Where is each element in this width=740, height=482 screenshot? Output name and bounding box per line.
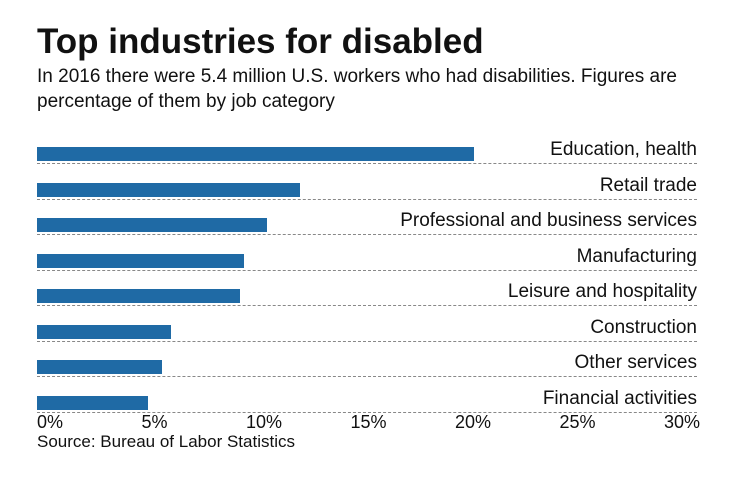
bar-row: Construction	[37, 317, 697, 361]
source-note: Source: Bureau of Labor Statistics	[37, 432, 295, 451]
bar	[37, 324, 171, 339]
dotted-guide	[37, 340, 697, 342]
dotted-guide	[37, 198, 697, 200]
chart-subtitle: In 2016 there were 5.4 million U.S. work…	[37, 66, 677, 112]
category-label: Financial activities	[542, 387, 697, 409]
bar-row: Retail trade	[37, 175, 697, 219]
x-tick-label: 0%	[37, 412, 64, 432]
bar	[37, 218, 267, 232]
dotted-guide	[37, 376, 697, 377]
category-label: Other services	[574, 352, 697, 373]
bar-row: Professional and business services	[37, 210, 697, 254]
bar-row: Other services	[37, 352, 697, 396]
bar-row: Leisure and hospitality	[37, 281, 697, 325]
bar-row: Manufacturing	[37, 246, 697, 290]
x-tick-label: 5%	[141, 412, 168, 432]
dotted-guide	[37, 163, 697, 164]
dotted-guide	[37, 411, 697, 413]
chart-title: Top industries for disabled	[37, 22, 484, 61]
bar	[37, 147, 474, 161]
bar-row: Financial activities	[37, 388, 697, 432]
x-tick-label: 15%	[350, 412, 387, 432]
x-tick-label: 25%	[559, 412, 596, 432]
bar	[37, 253, 244, 268]
x-tick-label: 10%	[246, 412, 283, 432]
bar-row: Education, health	[37, 139, 697, 183]
category-label: Manufacturing	[576, 245, 697, 267]
category-label: Leisure and hospitality	[507, 281, 697, 302]
bar	[37, 289, 240, 303]
category-label: Professional and business services	[400, 210, 697, 231]
dotted-guide	[37, 269, 697, 271]
x-tick-label: 30%	[664, 412, 701, 432]
bar	[37, 395, 148, 410]
dotted-guide	[37, 305, 697, 306]
category-label: Retail trade	[599, 174, 697, 196]
category-label: Construction	[590, 316, 697, 338]
bar	[37, 182, 301, 197]
bar	[37, 360, 163, 374]
dotted-guide	[37, 234, 697, 235]
category-label: Education, health	[550, 139, 697, 160]
x-tick-label: 20%	[455, 412, 492, 432]
